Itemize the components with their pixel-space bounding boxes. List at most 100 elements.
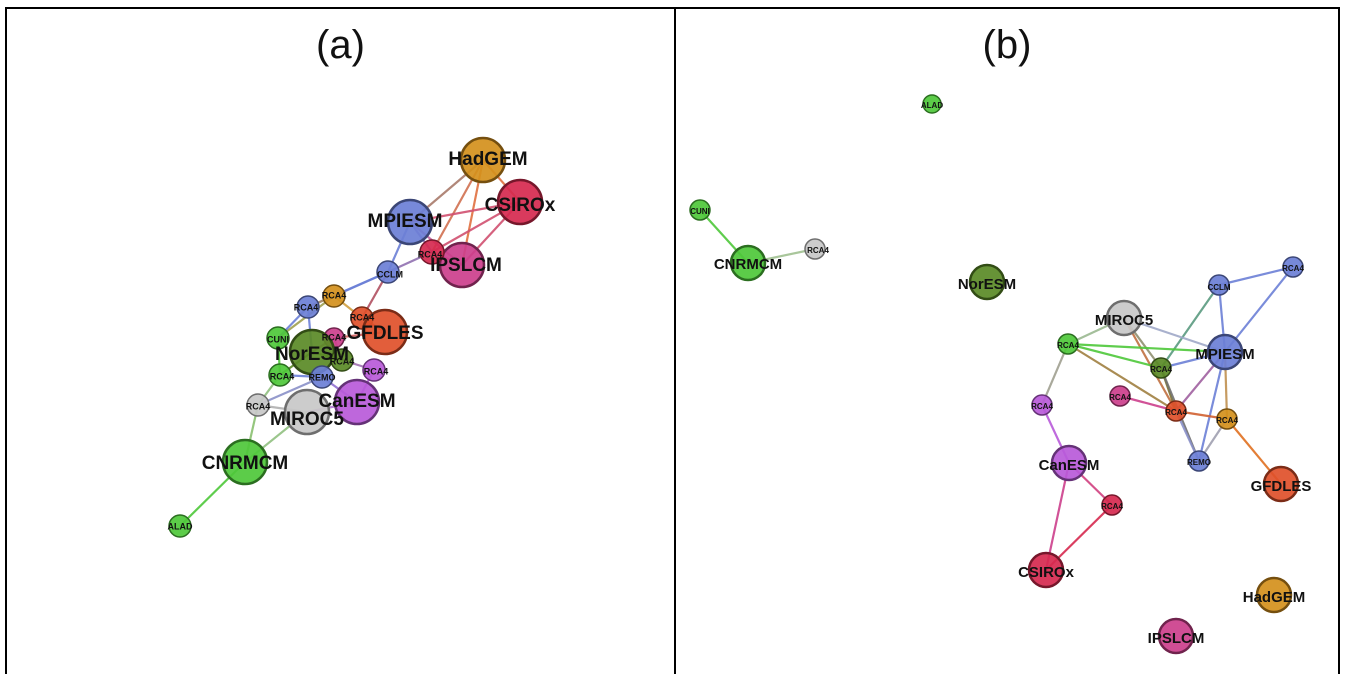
graph-edge: [1067, 342, 1162, 370]
graph-node: [1050, 444, 1088, 482]
node-label: CUNI: [690, 207, 710, 216]
node-label: CCLM: [377, 269, 403, 279]
graph-node: [333, 378, 381, 426]
graph-edge: [1067, 343, 1177, 412]
node-label: RCA4: [322, 290, 347, 300]
node-label: GFDLES: [346, 323, 423, 344]
graph-edge: [1040, 343, 1070, 406]
graph-node: [268, 363, 292, 387]
panel-b-edges: [699, 209, 1294, 571]
node-label: RCA4: [322, 332, 347, 342]
node-label: CSIROx: [1018, 564, 1075, 581]
node-label: HadGEM: [448, 149, 527, 170]
node-label: RCA4: [418, 249, 443, 259]
node-label: RCA4: [350, 312, 375, 322]
graph-node: [1165, 400, 1187, 422]
graph-node: [266, 326, 290, 350]
graph-node: [1109, 385, 1131, 407]
node-label: RCA4: [1057, 341, 1079, 350]
node-label: CNRMCM: [202, 453, 289, 474]
node-label: IPSLCM: [430, 255, 502, 276]
graph-node: [386, 198, 434, 246]
graph-node: [1101, 494, 1123, 516]
node-label: CNRMCM: [714, 256, 782, 273]
node-label: ALAD: [168, 521, 193, 531]
graph-node: [168, 514, 192, 538]
node-label: CSIROx: [485, 195, 556, 216]
graph-node: [496, 178, 544, 226]
graph-node: [1208, 274, 1230, 296]
node-label: MIROC5: [1095, 312, 1153, 329]
graph-node: [362, 358, 386, 382]
graph-node: [689, 199, 711, 221]
node-label: MPIESM: [368, 211, 443, 232]
node-label: RCA4: [1101, 502, 1123, 511]
panel-a-labels: HadGEMCSIROxMPIESMIPSLCMRCA4CCLMRCA4RCA4…: [168, 149, 556, 531]
node-label: NorESM: [275, 344, 349, 365]
node-label: RCA4: [364, 366, 389, 376]
graph-edge: [1197, 351, 1227, 462]
node-label: NorESM: [958, 276, 1016, 293]
node-label: RCA4: [270, 371, 295, 381]
panel-a-title: (a): [316, 23, 365, 67]
graph-node: [1105, 299, 1143, 337]
panel-b-title: (b): [982, 23, 1032, 67]
graph-node: [1262, 465, 1300, 503]
graph-node: [296, 295, 320, 319]
node-label: GFDLES: [1251, 478, 1312, 495]
graph-node: [1206, 333, 1244, 371]
node-label: RCA4: [1216, 416, 1238, 425]
graph-node: [361, 308, 409, 356]
node-label: MPIESM: [1195, 346, 1254, 363]
graph-node: [1216, 408, 1238, 430]
node-label: CanESM: [1039, 457, 1100, 474]
graph-node: [322, 284, 346, 308]
graph-node: [968, 263, 1006, 301]
node-label: CUNI: [267, 334, 289, 344]
graph-node: [1255, 576, 1293, 614]
node-label: RCA4: [246, 401, 271, 411]
panel-a-nodes: [168, 136, 544, 538]
node-label: RCA4: [807, 246, 829, 255]
graph-node: [221, 438, 269, 486]
node-label: CanESM: [318, 391, 395, 412]
graph-node: [419, 239, 445, 265]
graph-node: [283, 388, 331, 436]
graph-node: [246, 393, 270, 417]
graph-node: [1150, 357, 1172, 379]
graph-node: [1188, 450, 1210, 472]
graph-edge: [1160, 284, 1220, 369]
node-label: RCA4: [1150, 365, 1172, 374]
node-label: IPSLCM: [1148, 630, 1205, 647]
graph-node: [310, 365, 334, 389]
panel-b-labels: ALAD CUNI CNRMCM RCA4 NorESM CCLM RCA4 MIROC5 RC…: [690, 101, 1311, 647]
node-label: HadGEM: [1243, 589, 1306, 606]
graph-node: [459, 136, 507, 184]
node-label: REMO: [309, 372, 336, 382]
graph-edge: [1067, 342, 1226, 354]
graph-node: [330, 348, 354, 372]
graph-node: [1031, 394, 1053, 416]
node-label: CCLM: [1207, 283, 1230, 292]
node-label: ALAD: [921, 101, 943, 110]
graph-edge: [1218, 265, 1294, 287]
graph-node: [1057, 333, 1079, 355]
panel-b-nodes: [689, 94, 1304, 655]
graph-node: [376, 260, 400, 284]
graph-node: [1157, 617, 1195, 655]
graph-node: [1027, 551, 1065, 589]
node-label: RCA4: [294, 302, 319, 312]
node-label: RCA4: [1165, 408, 1187, 417]
node-label: RCA4: [1282, 264, 1304, 273]
graph-node: [1282, 256, 1304, 278]
node-label: RCA4: [1031, 402, 1053, 411]
node-label: RCA4: [1109, 393, 1131, 402]
node-label: REMO: [1187, 458, 1211, 467]
node-label: MIROC5: [270, 409, 344, 430]
graph-node: [922, 94, 942, 114]
node-label: RCA4: [330, 356, 355, 366]
graph-node: [438, 241, 486, 289]
graph-node: [804, 238, 826, 260]
graph-node: [729, 244, 767, 282]
